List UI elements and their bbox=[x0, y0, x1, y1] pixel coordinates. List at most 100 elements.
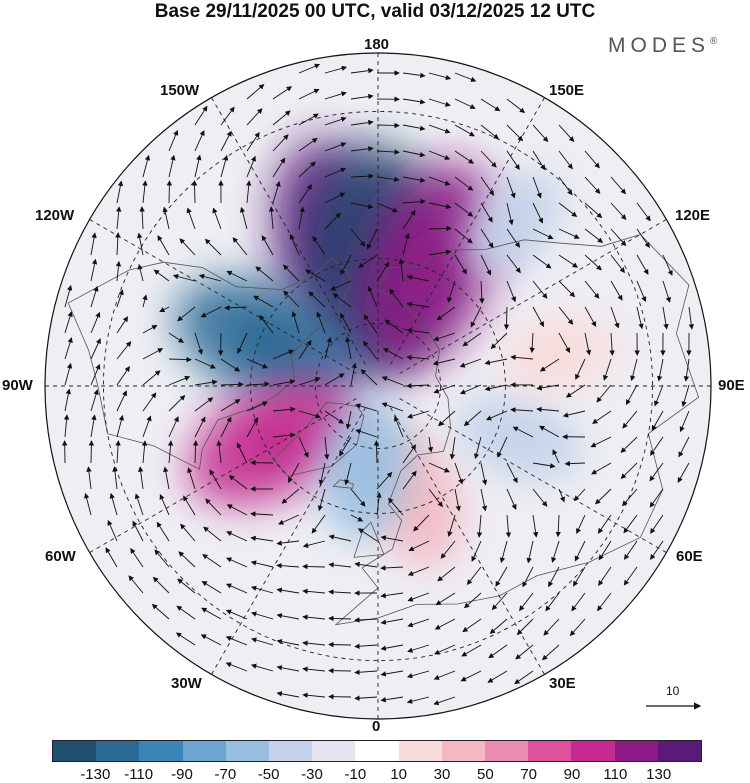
wind-arrow bbox=[562, 410, 586, 418]
wind-arrow bbox=[512, 426, 534, 438]
wind-arrow bbox=[298, 161, 316, 178]
wind-arrow bbox=[107, 519, 118, 542]
wind-arrow bbox=[548, 566, 560, 588]
wind-arrow bbox=[532, 514, 539, 538]
wind-arrow bbox=[209, 469, 222, 490]
wind-arrow bbox=[180, 523, 196, 542]
lon-label-150e: 150E bbox=[549, 82, 585, 99]
wind-arrow bbox=[630, 358, 638, 382]
wind-arrow bbox=[302, 640, 326, 646]
wind-arrow bbox=[576, 514, 586, 535]
wind-arrow bbox=[226, 557, 248, 568]
wind-arrow bbox=[194, 105, 208, 126]
wind-arrow bbox=[142, 415, 152, 438]
wind-arrow bbox=[168, 129, 179, 152]
wind-arrow bbox=[276, 587, 300, 594]
wind-arrow bbox=[220, 106, 235, 126]
wind-arrow bbox=[163, 466, 170, 490]
anomaly-field bbox=[162, 124, 627, 578]
wind-arrow bbox=[428, 98, 451, 107]
reference-vector-label: 10 bbox=[666, 684, 680, 698]
wind-arrow bbox=[332, 293, 352, 308]
wind-arrow bbox=[454, 462, 464, 485]
wind-arrow bbox=[142, 324, 158, 334]
wind-arrow bbox=[246, 84, 265, 100]
wind-arrow bbox=[130, 548, 144, 568]
wind-arrow bbox=[250, 511, 274, 517]
wind-arrow bbox=[584, 254, 602, 271]
wind-arrow bbox=[402, 198, 426, 205]
wind-arrow bbox=[282, 264, 300, 282]
wind-arrow bbox=[565, 384, 586, 398]
wind-arrow bbox=[407, 592, 430, 602]
wind-arrow bbox=[532, 124, 549, 143]
wind-arrow bbox=[543, 618, 560, 636]
lon-label-120w: 120W bbox=[35, 207, 75, 224]
wind-arrow bbox=[662, 306, 669, 330]
wind-arrow bbox=[276, 613, 300, 620]
wind-arrow bbox=[650, 514, 664, 534]
wind-arrow bbox=[137, 263, 144, 282]
wind-arrow bbox=[526, 540, 534, 564]
colorbar-swatch bbox=[182, 741, 226, 761]
wind-arrow bbox=[194, 154, 202, 178]
wind-arrow bbox=[179, 238, 196, 256]
wind-arrow bbox=[251, 611, 274, 620]
wind-arrow bbox=[250, 585, 274, 594]
wind-arrow bbox=[532, 488, 548, 507]
wind-arrow bbox=[276, 562, 300, 569]
wind-arrow bbox=[532, 228, 554, 240]
wind-arrow bbox=[609, 332, 615, 356]
wind-arrow bbox=[194, 358, 216, 369]
wind-arrow bbox=[683, 358, 690, 382]
wind-arrow bbox=[298, 339, 312, 360]
wind-arrow bbox=[128, 575, 144, 594]
wind-arrow bbox=[545, 592, 560, 612]
wind-arrow bbox=[389, 288, 404, 308]
map-boundary bbox=[44, 52, 712, 720]
wind-arrow bbox=[137, 232, 144, 256]
wind-arrow bbox=[272, 349, 295, 360]
wind-arrow bbox=[402, 72, 426, 78]
wind-arrow bbox=[202, 554, 222, 568]
colorbar-tick-label: -90 bbox=[171, 766, 193, 783]
wind-arrow bbox=[461, 644, 482, 657]
wind-arrow bbox=[354, 561, 378, 568]
wind-arrow bbox=[168, 416, 179, 438]
wind-arrow bbox=[558, 488, 565, 503]
wind-arrow bbox=[574, 540, 586, 562]
wind-arrow bbox=[259, 314, 274, 334]
wind-arrow bbox=[373, 440, 380, 464]
wind-arrow bbox=[305, 269, 326, 282]
wind-arrow bbox=[115, 440, 121, 464]
wind-arrow bbox=[328, 615, 352, 622]
wind-arrow bbox=[350, 228, 366, 247]
wind-arrow bbox=[298, 410, 322, 419]
wind-arrow bbox=[506, 176, 516, 199]
wind-arrow bbox=[116, 289, 124, 308]
wind-arrow bbox=[564, 460, 586, 467]
wind-arrow bbox=[225, 635, 248, 646]
wind-arrow bbox=[302, 540, 326, 548]
wind-arrow bbox=[380, 565, 404, 571]
wind-arrow bbox=[454, 488, 461, 512]
wind-arrow bbox=[116, 206, 122, 230]
colorbar-tick-label: 130 bbox=[646, 766, 672, 783]
wind-arrow bbox=[484, 358, 508, 366]
modes-logo: MODES® bbox=[608, 34, 717, 58]
wind-arrow bbox=[289, 233, 300, 256]
wind-arrow bbox=[407, 618, 430, 628]
wind-arrow bbox=[376, 202, 399, 213]
wind-arrow bbox=[406, 301, 430, 308]
wind-arrow bbox=[437, 410, 456, 427]
colorbar-tick-label: 90 bbox=[563, 766, 581, 783]
wind-arrow bbox=[407, 410, 430, 419]
lon-label-30w: 30W bbox=[171, 675, 202, 692]
wind-arrow bbox=[142, 370, 161, 386]
wind-arrow bbox=[311, 514, 326, 534]
wind-arrow bbox=[298, 137, 318, 152]
anomaly-center bbox=[488, 304, 627, 404]
wind-arrow bbox=[584, 202, 603, 219]
wind-arrow bbox=[447, 280, 456, 303]
wind-arrow bbox=[480, 124, 499, 140]
